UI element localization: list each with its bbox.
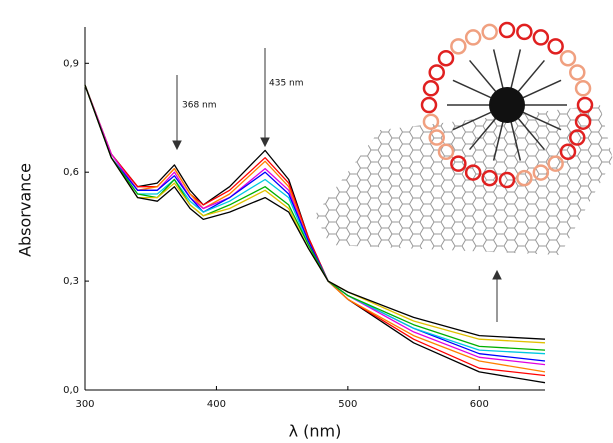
ring-unit [532,164,550,181]
ring-unit [450,38,467,55]
spectrum-line [84,84,546,373]
x-tick-label: 300 [75,399,94,410]
y-tick-label: 0,0 [63,385,79,396]
arrow-head [172,140,182,151]
x-tick-label: 600 [470,399,489,410]
x-axis-label: λ (nm) [289,422,342,441]
ring-unit [422,80,440,97]
ring-unit [450,155,467,172]
ring-unit [516,169,533,187]
ring-unit [547,155,564,172]
ring-unit [437,143,455,161]
ring-unit [559,49,577,67]
ring-unit [464,29,482,46]
ring-unit [481,23,498,41]
ring-unit [569,64,586,81]
y-tick-label: 0,9 [63,58,79,69]
y-tick-label: 0,3 [63,276,79,287]
ring-unit [437,49,455,67]
spectrum-line [84,84,546,384]
spectrum-line [84,84,546,340]
ring-unit [516,23,533,41]
ring-unit [428,64,445,81]
ring-unit [481,169,498,187]
ring-unit [420,96,438,114]
core-particle [489,87,525,123]
ring-unit [547,38,564,55]
ring-unit [576,96,594,114]
spectrum-line [84,84,546,377]
ring-unit [464,164,482,181]
arrow-head [492,269,502,280]
spectrum-line [84,84,546,344]
ring-unit [569,129,586,146]
annotation: 435 nm [269,79,304,89]
ring-unit [422,113,440,130]
ring-unit [498,171,516,189]
x-tick-label: 400 [207,399,226,410]
spectrum-line [84,84,546,351]
arrows [172,48,502,322]
ring-unit [574,80,592,97]
ring-unit [498,21,516,39]
annotation: 368 nm [182,101,217,111]
illustration [315,21,613,255]
ring-unit [428,129,445,146]
y-tick-label: 0,6 [63,167,79,178]
arrow-head [260,137,270,148]
graphene-sheet [315,105,613,255]
ring-unit [532,29,550,46]
x-tick-label: 500 [338,399,357,410]
ring-unit [559,143,577,161]
y-axis-label: Absorvance [16,163,35,257]
spectrum-line [84,84,546,355]
ring-unit [574,113,592,130]
